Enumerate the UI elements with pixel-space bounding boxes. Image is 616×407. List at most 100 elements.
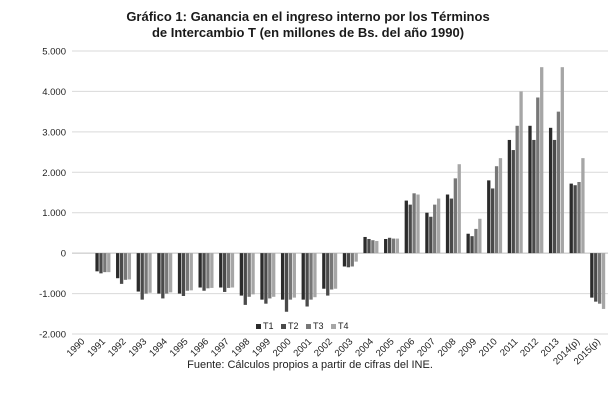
x-tick-label: 2004 [353,336,376,359]
x-tick-label: 2002 [312,336,335,359]
x-tick-label: 2007 [415,336,438,359]
bar-T4-2014(p) [581,158,585,254]
legend-label-T2: T2 [288,321,299,331]
bar-T4-1999 [272,253,276,297]
legend-swatch-T3 [306,324,311,329]
y-axis-ticks: 5.000 4.000 3.000 2.000 1.000 0 -1.000 -2.000 [39,47,66,341]
bar-T3-2000 [288,253,293,300]
bar-T1-2012 [528,125,532,254]
bar-T3-2015(p) [597,253,602,304]
bar-T2-1997 [223,253,227,292]
bar-T2-2007 [429,216,433,254]
bar-T4-1998 [251,253,255,295]
bar-T1-1999 [260,253,264,300]
bar-T4-2000 [292,253,296,298]
legend-swatch-T2 [281,324,286,329]
x-tick-label: 1995 [168,336,191,359]
chart-title-line-2: de Intercambio T (en millones de Bs. del… [152,25,464,40]
bar-T1-1998 [239,253,244,296]
bar-T4-2015(p) [601,253,606,309]
bar-T2-1995 [181,253,186,296]
bar-T1-2004 [363,236,367,254]
legend: T1 T2 T3 T4 [256,321,349,331]
y-tick-label: 1.000 [42,208,66,219]
bar-T4-2010 [498,158,503,254]
bar-T2-1996 [202,253,206,291]
bar-T2-1999 [264,253,268,304]
legend-swatch-T1 [256,324,261,329]
bar-T1-1993 [136,253,140,292]
legend-swatch-T4 [331,324,336,329]
bar-T4-1993 [148,253,152,293]
x-tick-label: 2001 [291,336,314,359]
bar-T3-1998 [247,253,251,297]
bar-T1-2003 [342,253,347,267]
bar-T2-2010 [491,188,495,254]
bar-T2-2006 [408,204,412,254]
bar-T1-2013 [548,127,553,254]
bar-T4-1994 [168,253,173,293]
x-tick-label: 1999 [250,336,273,359]
legend-label-T3: T3 [313,321,324,331]
x-tick-label: 1998 [230,336,253,359]
bar-T1-1996 [198,253,202,288]
x-tick-label: 1992 [106,336,129,359]
x-tick-label: 1991 [85,336,108,359]
bar-T2-2014(p) [573,185,577,254]
bar-T1-2011 [507,139,512,254]
bar-T3-1995 [185,253,189,291]
x-tick-label: 2012 [518,336,541,359]
bar-T3-2014(p) [577,181,581,254]
x-tick-label: 2006 [395,336,418,359]
x-tick-label: 2010 [477,336,500,359]
bar-T3-2010 [494,166,499,254]
bar-T1-1992 [116,253,120,279]
bar-T2-2013 [552,139,557,254]
bar-T2-1992 [119,253,124,284]
bar-T2-2009 [470,236,474,254]
bar-T1-1994 [157,253,161,294]
bar-T3-2008 [453,178,457,254]
bar-T4-2002 [333,253,338,289]
x-tick-label: 2000 [271,336,294,359]
bar-T3-2009 [474,228,478,254]
x-tick-label: 2011 [498,336,520,358]
bar-T4-1996 [210,253,214,288]
bar-T3-1994 [165,253,169,294]
bar-T3-2003 [350,253,354,267]
x-tick-label: 2008 [436,336,459,359]
bar-T2-2015(p) [594,253,598,302]
bar-T2-2005 [387,237,392,254]
x-tick-label: 2003 [333,336,356,359]
bar-T2-2012 [532,139,536,254]
bar-T3-2007 [433,204,437,254]
bar-T1-2000 [280,253,285,300]
bar-T4-2007 [436,198,441,254]
bar-T3-1993 [144,253,148,294]
bar-T4-2013 [560,67,564,254]
bar-T4-2005 [395,238,400,254]
bar-T4-2003 [354,253,358,262]
bar-T1-1995 [177,253,182,294]
bar-T1-2010 [487,180,491,254]
source-note: Fuente: Cálculos propios a partir de cif… [187,359,433,371]
y-tick-label: -1.000 [39,289,66,300]
bar-T3-2006 [412,193,416,254]
bar-T1-2015(p) [590,253,594,298]
bar-T1-2009 [466,233,470,254]
y-tick-label: 2.000 [42,168,66,179]
bar-T3-2002 [329,253,334,290]
bar-T3-2011 [515,125,519,254]
bar-T2-2000 [284,253,289,312]
bar-T4-2001 [313,253,317,298]
bar-T2-2003 [346,253,351,268]
bar-T1-2008 [445,194,450,254]
bar-T1-1991 [95,253,99,272]
bar-T3-2001 [309,253,313,300]
y-tick-label: -2.000 [39,330,66,341]
bar-T4-1995 [189,253,193,291]
bar-T1-2014(p) [569,183,573,254]
bar-T4-1991 [107,253,111,273]
bar-T2-2011 [511,150,515,254]
